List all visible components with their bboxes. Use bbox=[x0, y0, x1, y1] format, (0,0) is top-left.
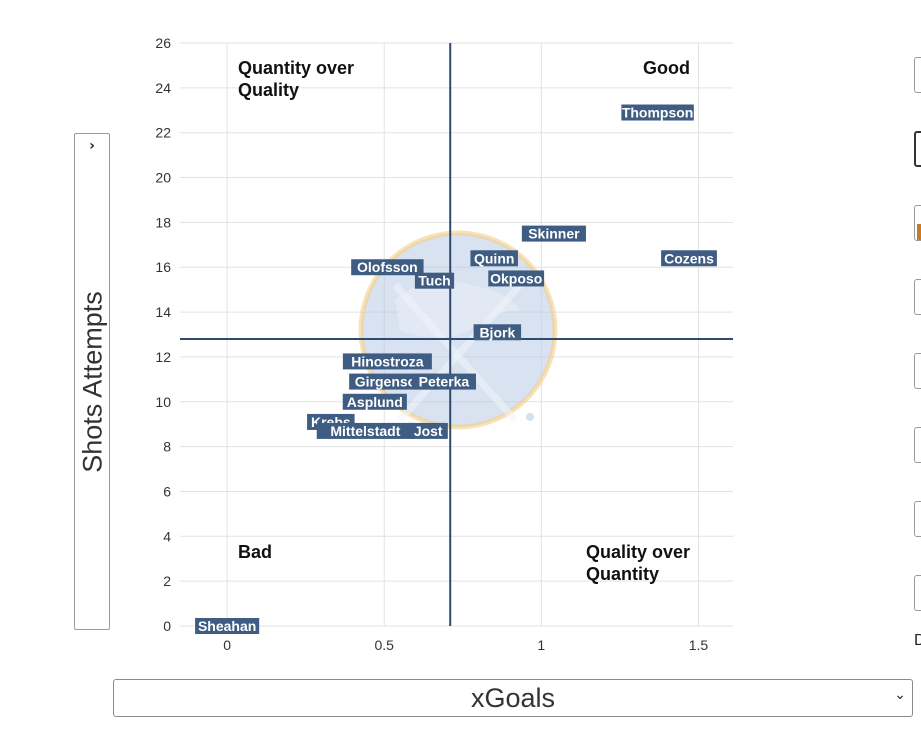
x-tick-label: 1.5 bbox=[689, 637, 709, 653]
data-point-label: Hinostroza bbox=[351, 353, 424, 369]
data-point: Asplund bbox=[342, 393, 407, 410]
data-point: Bjork bbox=[473, 324, 522, 341]
data-points: Thompson Skinner Cozens Quinn Olofsson Okposo… bbox=[195, 104, 717, 634]
y-tick-label: 6 bbox=[163, 483, 171, 499]
data-point-label: Jost bbox=[414, 423, 443, 439]
data-point-label: Cozens bbox=[664, 250, 714, 266]
y-axis-select[interactable]: › Shots Attempts bbox=[74, 133, 110, 630]
y-tick-label: 16 bbox=[155, 259, 171, 275]
data-point: Jost bbox=[408, 422, 448, 439]
right-panel-control[interactable] bbox=[914, 279, 921, 315]
data-point: Mittelstadt bbox=[316, 422, 415, 439]
right-panel-control[interactable] bbox=[914, 205, 921, 241]
right-panel-letter: D bbox=[914, 632, 921, 649]
x-tick-label: 0.5 bbox=[374, 637, 394, 653]
chevron-right-icon: › bbox=[89, 138, 95, 154]
data-point: Peterka bbox=[411, 373, 476, 390]
y-tick-label: 8 bbox=[163, 439, 171, 455]
data-point: Thompson bbox=[621, 104, 694, 121]
right-panel-control[interactable] bbox=[914, 575, 921, 611]
data-point-marker bbox=[195, 618, 260, 634]
x-axis-select-value: xGoals bbox=[470, 683, 556, 713]
data-point-label: Bjork bbox=[479, 324, 515, 340]
data-point: Olofsson bbox=[351, 259, 424, 276]
data-point-marker bbox=[351, 259, 424, 276]
right-panel-control[interactable] bbox=[914, 131, 921, 167]
right-panel-control[interactable] bbox=[914, 427, 921, 463]
quadrant-label: Quality bbox=[238, 80, 299, 100]
data-point: Quinn bbox=[470, 250, 518, 267]
quadrant-label: Quality over bbox=[586, 542, 690, 562]
right-panel-control[interactable] bbox=[914, 501, 921, 537]
data-point-marker bbox=[521, 225, 586, 242]
data-point: Skinner bbox=[521, 225, 586, 242]
quadrant-label: Quantity over bbox=[238, 58, 354, 78]
data-point-marker bbox=[414, 272, 455, 289]
data-point-label: Asplund bbox=[347, 394, 403, 410]
right-panel-control[interactable] bbox=[914, 57, 921, 93]
y-tick-label: 12 bbox=[155, 349, 171, 365]
data-point-marker bbox=[488, 270, 545, 287]
y-tick-label: 22 bbox=[155, 125, 171, 141]
data-point-marker bbox=[342, 393, 407, 410]
data-point-label: Thompson bbox=[622, 105, 694, 121]
y-tick-label: 4 bbox=[163, 528, 171, 544]
data-point: Sheahan bbox=[195, 618, 260, 634]
data-point-label: Tuch bbox=[418, 273, 450, 289]
x-tick-label: 0 bbox=[223, 637, 231, 653]
y-tick-label: 2 bbox=[163, 573, 171, 589]
data-point-label: Skinner bbox=[528, 226, 580, 242]
right-panel-control[interactable] bbox=[914, 353, 921, 389]
quadrant-label: Quantity bbox=[586, 564, 659, 584]
y-tick-label: 20 bbox=[155, 170, 171, 186]
x-tick-label: 1 bbox=[537, 637, 545, 653]
data-point: Okposo bbox=[488, 270, 545, 287]
y-axis-select-value: Shots Attempts bbox=[77, 291, 108, 473]
data-point-marker bbox=[621, 104, 694, 121]
data-point-marker bbox=[470, 250, 518, 267]
y-tick-label: 0 bbox=[163, 618, 171, 634]
y-tick-label: 24 bbox=[155, 80, 171, 96]
data-point-marker bbox=[316, 422, 415, 439]
data-point-label: Mittelstadt bbox=[330, 423, 400, 439]
data-point-marker bbox=[342, 353, 432, 370]
chevron-down-icon: ⌄ bbox=[894, 687, 906, 703]
y-tick-label: 14 bbox=[155, 304, 171, 320]
data-point-label: Olofsson bbox=[357, 259, 418, 275]
data-point-marker bbox=[408, 422, 448, 439]
data-point-marker bbox=[473, 324, 522, 341]
quadrant-label: Good bbox=[643, 58, 690, 78]
x-tick-labels: 0 0.5 1 1.5 bbox=[223, 637, 708, 653]
y-tick-label: 10 bbox=[155, 394, 171, 410]
data-point-label: Okposo bbox=[490, 270, 542, 286]
data-point-marker bbox=[411, 373, 476, 390]
data-point-label: Sheahan bbox=[198, 618, 256, 634]
data-point-label: Peterka bbox=[419, 374, 470, 390]
data-point: Cozens bbox=[661, 250, 717, 267]
y-tick-label: 26 bbox=[155, 35, 171, 51]
data-point: Hinostroza bbox=[342, 353, 432, 370]
y-tick-label: 18 bbox=[155, 214, 171, 230]
quadrant-label: Bad bbox=[238, 542, 272, 562]
data-point-marker bbox=[661, 250, 717, 267]
right-panel-marker bbox=[917, 224, 921, 240]
data-point: Tuch bbox=[414, 272, 455, 289]
x-axis-select[interactable]: xGoals ⌄ bbox=[113, 679, 913, 717]
data-point-label: Quinn bbox=[474, 250, 514, 266]
